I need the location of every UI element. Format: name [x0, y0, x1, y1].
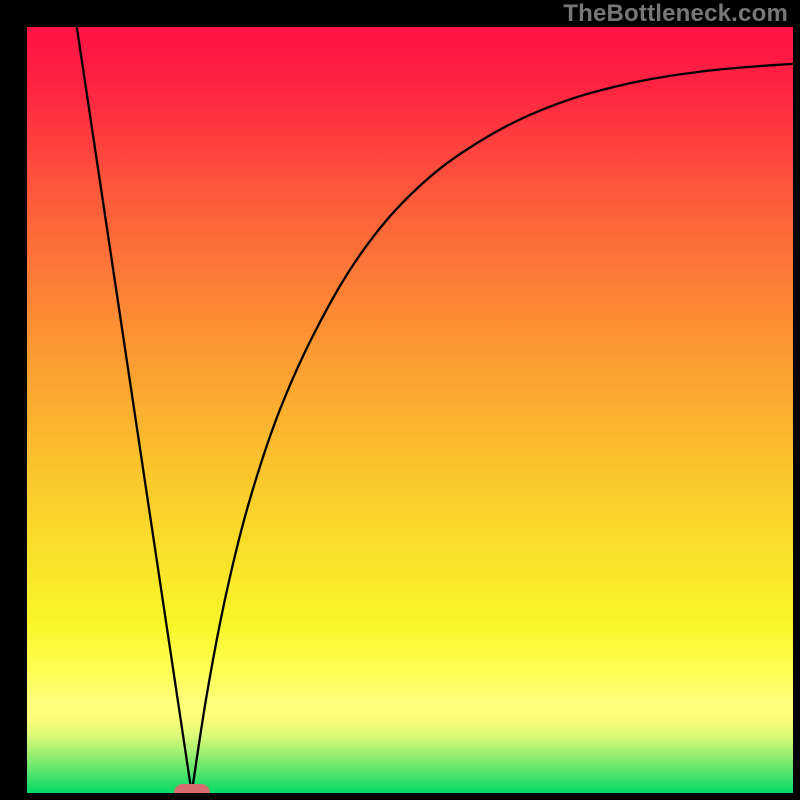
plot-area — [27, 27, 793, 793]
watermark-text: TheBottleneck.com — [563, 0, 788, 28]
chart-curve — [27, 27, 793, 793]
chart-container: TheBottleneck.com — [0, 0, 800, 800]
trough-marker — [174, 784, 210, 793]
